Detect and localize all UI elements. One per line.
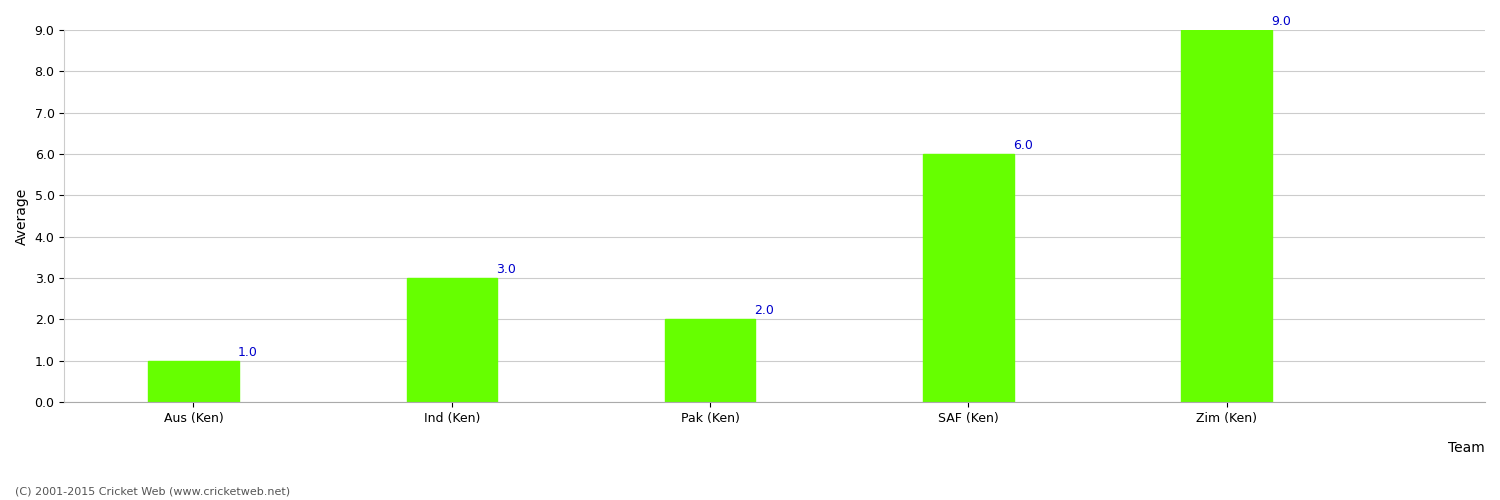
Text: 9.0: 9.0 [1270,15,1292,28]
Text: 1.0: 1.0 [237,346,258,358]
Bar [664,320,756,402]
Y-axis label: Average: Average [15,188,28,244]
Bar [406,278,496,402]
Bar [1182,30,1272,402]
Text: 6.0: 6.0 [1013,139,1032,152]
Text: Team: Team [1448,441,1485,455]
Text: (C) 2001-2015 Cricket Web (www.cricketweb.net): (C) 2001-2015 Cricket Web (www.cricketwe… [15,487,290,497]
Text: 2.0: 2.0 [754,304,774,318]
Bar [148,361,238,402]
Text: 3.0: 3.0 [496,263,516,276]
Bar [922,154,1014,402]
